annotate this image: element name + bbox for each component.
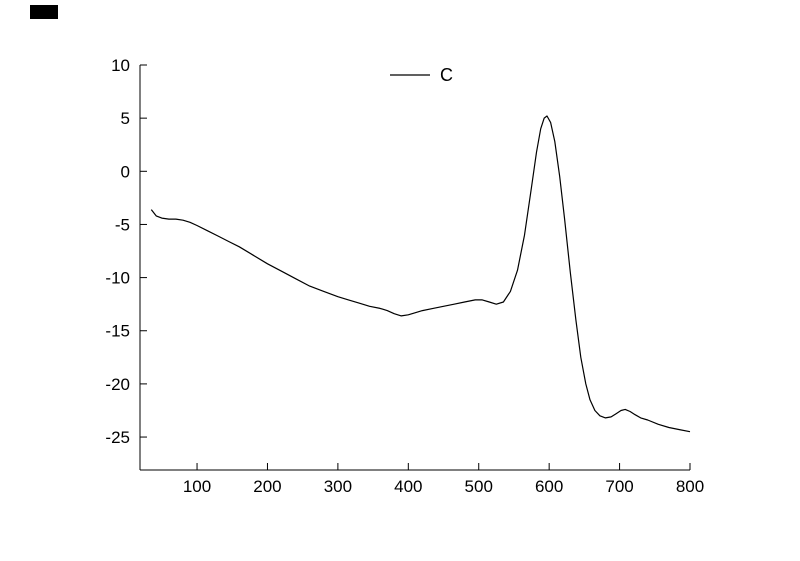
x-tick-label: 700 — [605, 477, 633, 496]
series-line — [150, 115, 691, 433]
x-tick-label: 400 — [394, 477, 422, 496]
y-tick-label: -20 — [105, 375, 130, 394]
legend-label: C — [440, 65, 453, 85]
x-tick-label: 200 — [253, 477, 281, 496]
y-tick-label: -10 — [105, 269, 130, 288]
x-tick-label: 500 — [465, 477, 493, 496]
x-tick-label: 100 — [183, 477, 211, 496]
y-tick-label: -15 — [105, 322, 130, 341]
y-tick-label: 0 — [121, 162, 130, 181]
x-tick-label: 300 — [324, 477, 352, 496]
y-tick-label: -5 — [115, 215, 130, 234]
y-tick-label: 10 — [111, 56, 130, 75]
y-tick-label: 5 — [121, 109, 130, 128]
x-tick-label: 800 — [676, 477, 704, 496]
y-tick-label: -25 — [105, 428, 130, 447]
corner-mark — [30, 5, 58, 19]
x-tick-label: 600 — [535, 477, 563, 496]
